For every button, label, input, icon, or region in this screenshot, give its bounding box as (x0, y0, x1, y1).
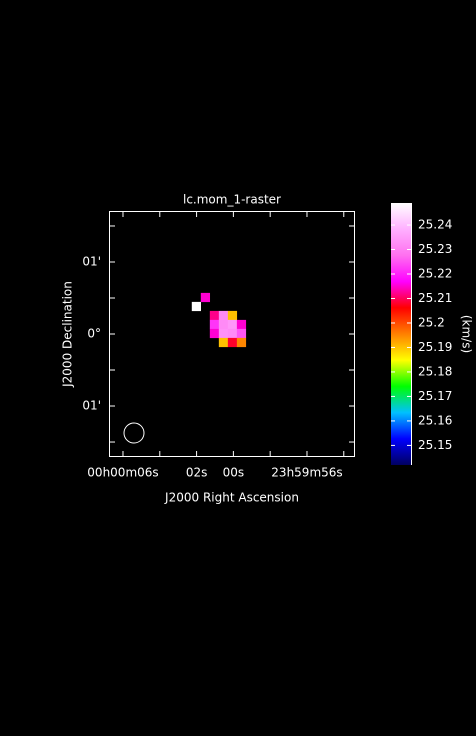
raster-pixel (209, 328, 220, 339)
x-tick-label: 23h59m56s (271, 466, 342, 480)
raster-pixel (218, 319, 229, 330)
y-axis-label: J2000 Declination (61, 281, 75, 388)
raster-pixel (209, 319, 220, 330)
raster-pixel (218, 328, 229, 339)
x-axis-label: J2000 Right Ascension (164, 491, 299, 505)
x-tick-label: 00s (223, 466, 245, 480)
y-tick-label: 01' (82, 254, 101, 268)
colorbar-tick-label: 25.17 (418, 389, 452, 403)
colorbar-tick-label: 25.21 (418, 291, 452, 305)
colorbar-tick-label: 25.2 (418, 315, 445, 329)
y-tick-label: 01' (82, 399, 101, 413)
colorbar (391, 203, 411, 465)
x-tick-label: 00h00m06s (87, 466, 158, 480)
raster-pixel (236, 319, 247, 330)
plot (191, 292, 247, 348)
raster-pixel (236, 337, 247, 348)
raster-pixel (236, 328, 247, 339)
colorbar-label: (km/s) (460, 315, 474, 353)
chart-title: lc.mom_1-raster (183, 193, 281, 207)
raster-pixel (227, 337, 238, 348)
colorbar-tick-label: 25.22 (418, 267, 452, 281)
raster-pixel (227, 310, 238, 321)
colorbar-tick-label: 25.18 (418, 364, 452, 378)
beam (123, 422, 145, 444)
raster-pixel (200, 292, 211, 303)
colorbar-tick-label: 25.23 (418, 242, 452, 256)
x-tick-label: 02s (186, 466, 208, 480)
raster-pixel (191, 301, 201, 312)
colorbar-tick-label: 25.24 (418, 218, 452, 232)
colorbar-tick-label: 25.16 (418, 413, 452, 427)
raster-pixel (227, 319, 238, 330)
colorbar-tick-label: 25.15 (418, 438, 452, 452)
raster-pixel (209, 310, 220, 321)
raster-pixel (218, 310, 229, 321)
colorbar-tick-label: 25.19 (418, 340, 452, 354)
raster-pixel (227, 328, 238, 339)
raster-pixel (218, 337, 229, 348)
y-tick-label: 0° (87, 327, 101, 341)
